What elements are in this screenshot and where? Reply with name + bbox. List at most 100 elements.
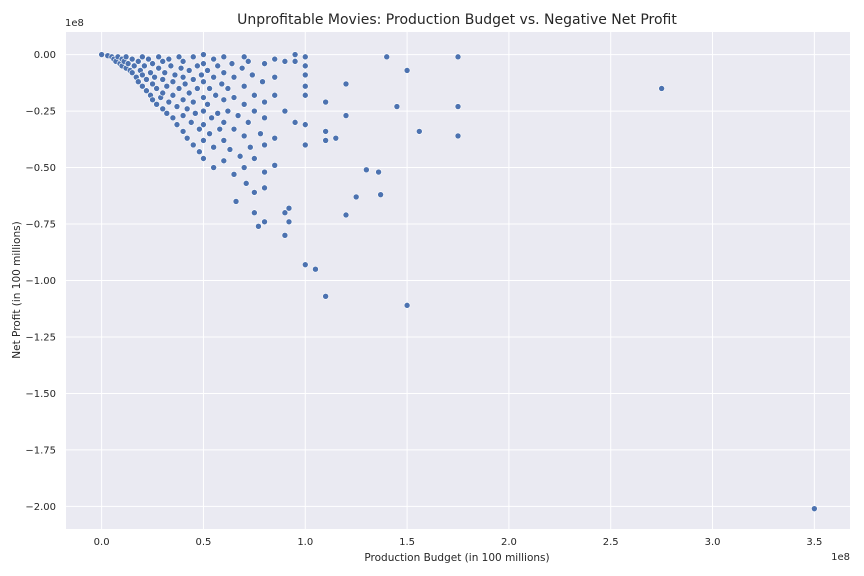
data-point [811,505,818,512]
data-point [155,53,162,61]
data-point [134,78,142,85]
data-point [210,164,217,171]
data-point [189,98,197,106]
data-point [240,100,248,108]
x-tick-label: 1.0 [297,537,313,548]
data-point [332,134,340,142]
data-point [179,73,187,81]
data-point [301,53,309,61]
data-point [281,58,289,65]
data-point [149,60,156,67]
data-point [377,191,384,198]
data-point [210,55,217,63]
data-point [208,114,215,122]
data-point [230,73,238,81]
data-point [161,69,169,76]
data-point [212,91,219,99]
y-tick-label: 0.00 [34,50,56,61]
data-point [163,82,171,90]
data-point [240,82,248,90]
data-point [124,60,132,67]
data-point [251,209,258,217]
x-tick-label: 2.0 [501,537,517,548]
data-point [342,112,350,119]
data-point [301,71,309,79]
data-point [198,71,205,79]
data-point [210,143,217,151]
data-point [159,58,167,65]
data-point [216,125,224,133]
data-point [301,141,309,149]
y-tick-label: −1.75 [25,445,56,456]
data-point [261,218,268,226]
data-point [352,193,360,201]
data-point [167,62,175,70]
y-axis-offset-label: 1e8 [65,18,84,29]
data-point [240,132,248,140]
data-point [220,157,228,165]
data-point [169,78,177,85]
data-point [165,55,173,63]
data-point [218,80,226,88]
y-tick-label: −0.50 [25,163,56,174]
data-point [175,85,183,92]
data-point [200,155,207,162]
data-point [261,168,268,176]
data-point [301,62,309,70]
data-point [251,91,258,99]
data-point [285,218,293,226]
data-point [139,53,146,61]
data-point [312,265,319,273]
data-point [281,232,289,239]
data-point [658,85,665,92]
data-point [240,53,248,61]
y-tick-label: −1.25 [25,332,56,343]
data-point [200,60,207,67]
data-point [185,67,193,74]
y-tick-label: −0.25 [25,107,56,118]
data-point [322,293,329,300]
data-point [130,62,138,70]
data-point [200,137,207,144]
data-point [220,119,228,126]
data-point [230,94,238,101]
data-point [271,134,279,142]
data-point [179,58,187,65]
data-point [393,103,401,110]
data-point [153,100,160,108]
data-point [322,98,329,106]
data-point [261,60,268,67]
data-point [234,112,242,119]
data-point [141,62,148,70]
data-point [251,107,258,115]
data-point [291,51,299,58]
data-point [363,166,370,174]
data-point [403,302,411,309]
data-point [240,164,248,171]
data-point [257,130,264,137]
data-point [454,103,462,110]
data-point [214,110,222,117]
data-point [200,107,207,115]
data-point [165,98,173,106]
data-point [187,119,195,126]
data-point [128,55,136,63]
data-point [192,110,199,117]
chart-title: Unprofitable Movies: Production Budget v… [237,12,677,28]
data-point [194,85,201,92]
data-point [204,100,211,108]
data-point [261,114,268,122]
data-point [163,110,171,117]
data-point [147,69,154,76]
data-point [200,51,207,58]
y-axis-label: Net Profit (in 100 millions) [11,221,23,358]
data-point [251,189,258,196]
y-tick-labels: 0.00 −0.25 −0.50 −0.75 −1.00 −1.25 −1.50 −1.75 −… [25,50,56,513]
data-point [139,71,146,79]
data-point [169,114,177,122]
data-point [342,80,350,88]
data-point [244,119,252,126]
data-point [291,58,299,65]
data-point [220,137,228,144]
